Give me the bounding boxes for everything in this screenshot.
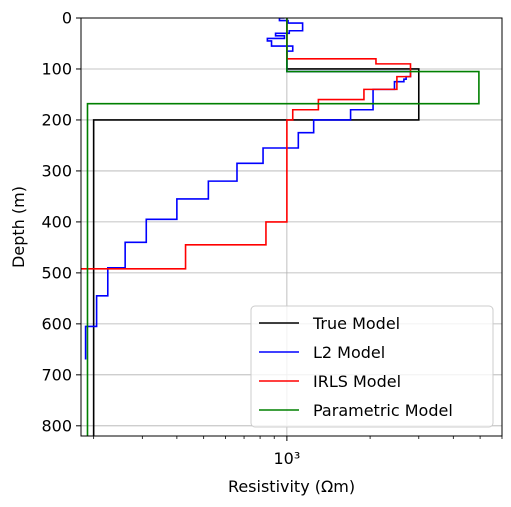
y-tick-label: 300: [41, 161, 72, 180]
y-tick-label: 600: [41, 314, 72, 333]
legend-label: Parametric Model: [313, 401, 453, 420]
series-line-l2-model: [84, 18, 412, 360]
series-line-parametric-model: [86, 18, 480, 436]
y-tick-label: 0: [62, 9, 72, 28]
series-layer: [81, 18, 480, 436]
legend-label: L2 Model: [313, 343, 385, 362]
legend-label: True Model: [312, 314, 400, 333]
y-tick-label: 100: [41, 59, 72, 78]
x-axis-label: Resistivity (Ωm): [228, 477, 355, 496]
x-tick-label: 10³: [273, 449, 300, 468]
y-axis-label: Depth (m): [9, 186, 28, 268]
y-tick-label: 200: [41, 110, 72, 129]
legend: True Model L2 Model IRLS Model Parametric M…: [250, 305, 494, 428]
legend-label: IRLS Model: [313, 372, 401, 391]
ticks: 0 100 200 300 400 500 600 700 800 10³: [41, 9, 503, 468]
y-tick-label: 500: [41, 263, 72, 282]
y-tick-label: 800: [41, 416, 72, 435]
y-tick-label: 400: [41, 212, 72, 231]
series-line-irls-model: [81, 18, 412, 270]
plot-frame: [80, 17, 503, 437]
y-tick-label: 700: [41, 365, 72, 384]
legend-box: [250, 305, 494, 428]
